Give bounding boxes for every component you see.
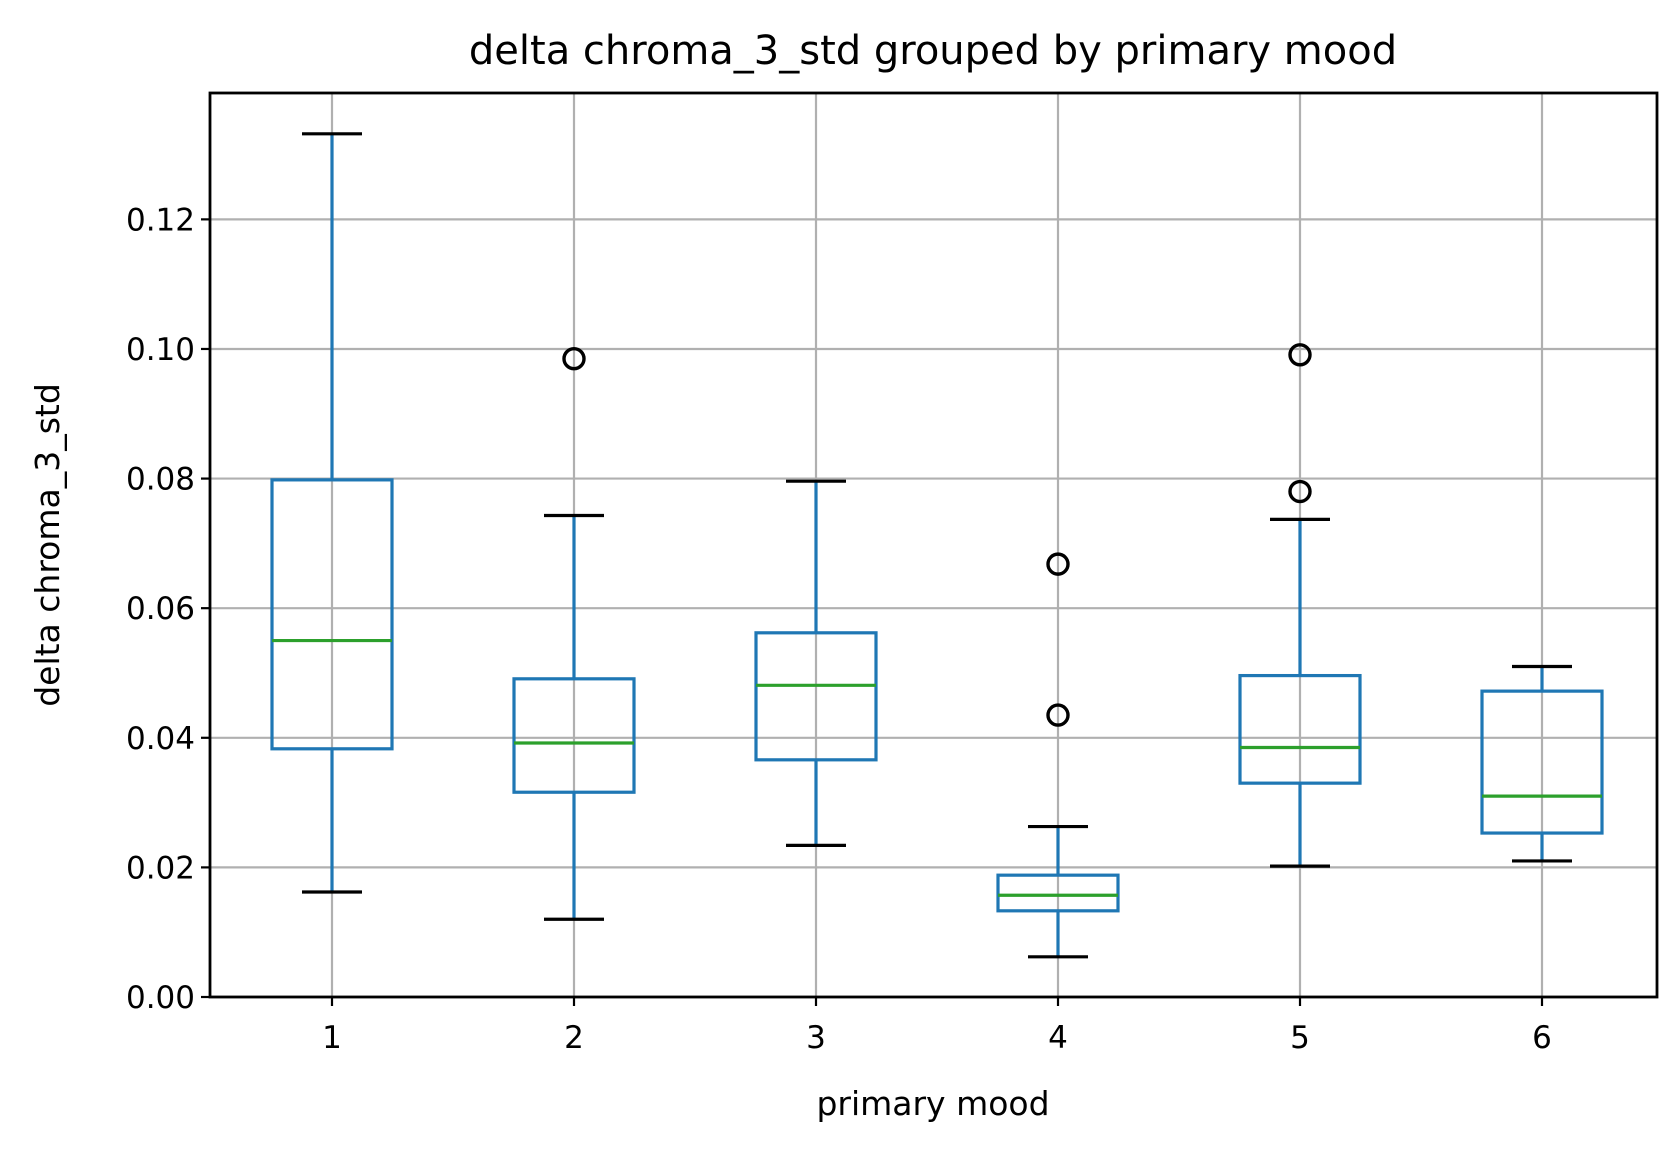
x-axis-label: primary mood: [816, 1084, 1049, 1123]
box-group-3: [754, 479, 878, 847]
y-tick-label: 0.02: [126, 850, 195, 886]
x-tick-label: 3: [806, 1020, 826, 1056]
iqr-box: [1238, 673, 1362, 785]
outlier-point: [1046, 552, 1070, 576]
box-group-5: [1238, 343, 1362, 868]
y-tick-label: 0.00: [126, 980, 195, 1016]
box-group-4: [996, 552, 1120, 959]
x-tick-label: 2: [564, 1020, 584, 1056]
y-tick-label: 0.08: [126, 462, 195, 498]
y-tick-label: 0.12: [126, 202, 195, 238]
plot-area-frame: [208, 91, 1659, 999]
iqr-box: [754, 631, 878, 762]
outlier-point: [562, 346, 586, 371]
y-axis-label: delta chroma_3_std: [28, 383, 67, 707]
iqr-box: [270, 478, 394, 751]
x-tick-label: 1: [322, 1020, 342, 1056]
box-layer: [270, 132, 1604, 959]
iqr-box: [1480, 689, 1604, 835]
outlier-point: [1046, 703, 1070, 727]
x-tick-label: 5: [1290, 1020, 1310, 1056]
y-tick-label: 0.04: [126, 721, 195, 757]
chart-title: delta chroma_3_std grouped by primary mo…: [469, 28, 1397, 74]
y-tick-label: 0.10: [126, 332, 195, 368]
outlier-point: [1288, 479, 1312, 504]
outlier-point: [1288, 343, 1312, 367]
tick-layer: 0.00 0.02 0.04 0.06 0.08 0.10 0.12 1 2 3 4 5 6: [126, 202, 1552, 1056]
x-tick-label: 4: [1048, 1020, 1068, 1056]
y-tick-label: 0.06: [126, 591, 195, 627]
box-group-2: [512, 346, 636, 921]
box-group-6: [1480, 664, 1604, 863]
box-group-1: [270, 132, 394, 894]
iqr-box: [996, 873, 1120, 913]
iqr-box: [512, 677, 636, 794]
x-tick-label: 6: [1532, 1020, 1552, 1056]
